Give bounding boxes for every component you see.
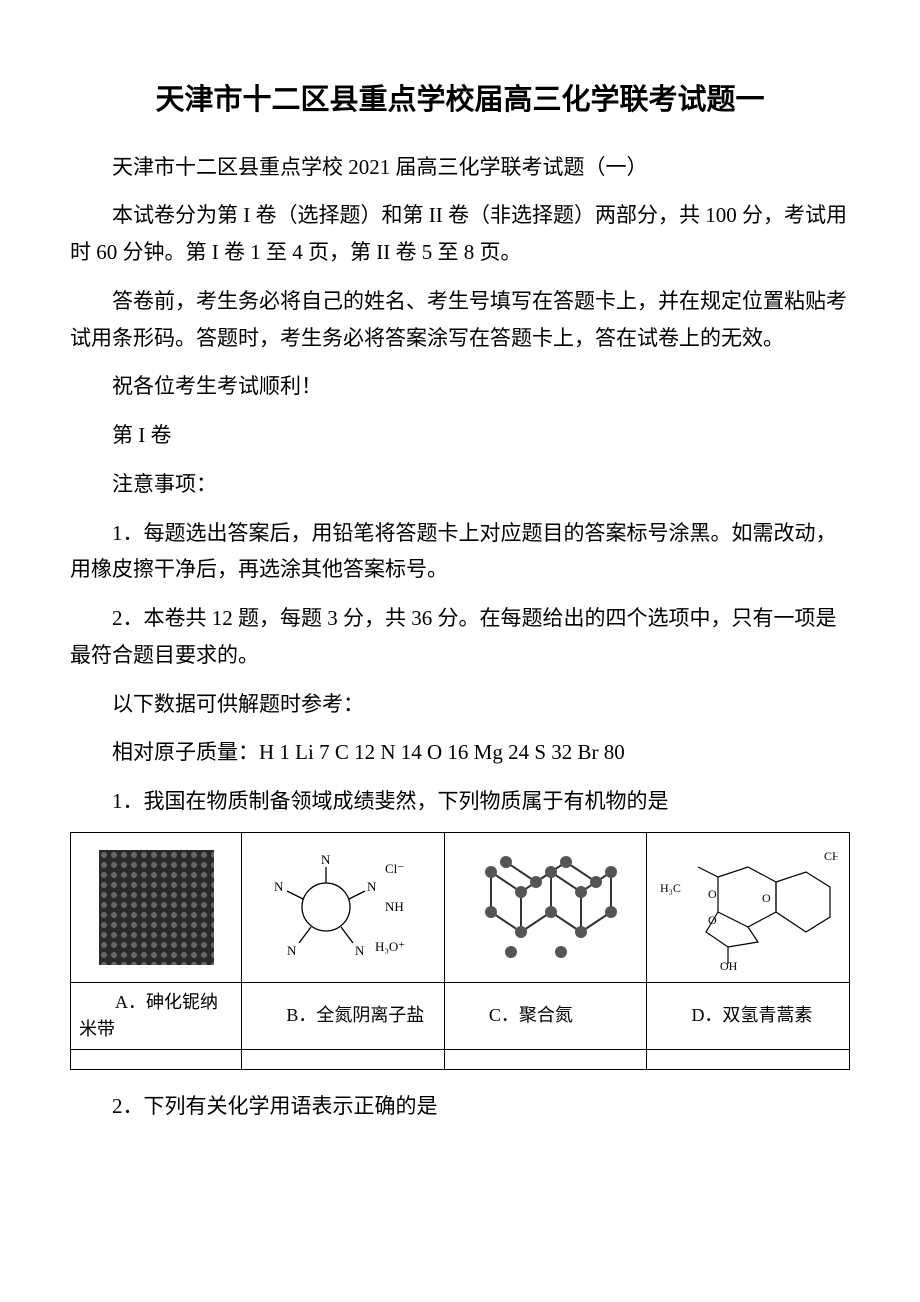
option-d-image: H₃C O O O CH OH: [647, 832, 850, 982]
nitrogen-salt-diagram: N N N N N Cl⁻ NH H₃O⁺: [263, 847, 423, 967]
intro-3: 答卷前，考生务必将自己的姓名、考生号填写在答题卡上，并在规定位置粘贴考试用条形码…: [70, 283, 850, 357]
svg-text:N: N: [367, 879, 377, 894]
option-a-label: A．砷化铌纳米带: [71, 982, 242, 1049]
question-2: 2．下列有关化学用语表示正确的是: [70, 1088, 850, 1125]
artemisinin-diagram: H₃C O O O CH OH: [658, 842, 838, 972]
svg-text:N: N: [274, 879, 284, 894]
nanobelt-icon: [99, 850, 214, 965]
svg-text:O: O: [708, 913, 717, 927]
option-c-image: [444, 832, 647, 982]
section-1-heading: 第 I 卷: [70, 417, 850, 454]
svg-text:O: O: [762, 891, 771, 905]
option-b-label: B．全氮阴离子盐: [242, 982, 445, 1049]
notice-heading: 注意事项：: [70, 466, 850, 503]
svg-text:H₃C: H₃C: [660, 881, 681, 895]
svg-text:N: N: [321, 852, 331, 867]
option-b-image: N N N N N Cl⁻ NH H₃O⁺: [242, 832, 445, 982]
svg-text:CH: CH: [824, 849, 838, 863]
svg-text:N: N: [287, 943, 297, 958]
polymer-nitrogen-diagram: [461, 842, 631, 972]
svg-text:OH: OH: [720, 959, 738, 972]
svg-text:NH: NH: [385, 899, 404, 914]
atomic-mass: 相对原子质量：H 1 Li 7 C 12 N 14 O 16 Mg 24 S 3…: [70, 734, 850, 771]
svg-text:N: N: [355, 943, 365, 958]
option-c-label: C．聚合氮: [444, 982, 647, 1049]
notice-1: 1．每题选出答案后，用铅笔将答题卡上对应题目的答案标号涂黑。如需改动，用橡皮擦干…: [70, 515, 850, 589]
svg-text:Cl⁻: Cl⁻: [385, 861, 404, 876]
table-row: N N N N N Cl⁻ NH H₃O⁺: [71, 832, 850, 982]
question-1: 1．我国在物质制备领域成绩斐然，下列物质属于有机物的是: [70, 783, 850, 820]
data-heading: 以下数据可供解题时参考：: [70, 686, 850, 723]
svg-text:H₃O⁺: H₃O⁺: [375, 939, 405, 954]
option-d-label: D．双氢青蒿素: [647, 982, 850, 1049]
intro-1: 天津市十二区县重点学校 2021 届高三化学联考试题（一）: [70, 149, 850, 186]
option-a-image: [71, 832, 242, 982]
svg-text:O: O: [708, 887, 717, 901]
table-row: [71, 1049, 850, 1069]
intro-2: 本试卷分为第 I 卷（选择题）和第 II 卷（非选择题）两部分，共 100 分，…: [70, 197, 850, 271]
notice-2: 2．本卷共 12 题，每题 3 分，共 36 分。在每题给出的四个选项中，只有一…: [70, 600, 850, 674]
intro-4: 祝各位考生考试顺利！: [70, 368, 850, 405]
page-title: 天津市十二区县重点学校届高三化学联考试题一: [70, 80, 850, 121]
table-row: A．砷化铌纳米带 B．全氮阴离子盐 C．聚合氮 D．双氢青蒿素: [71, 982, 850, 1049]
options-table: N N N N N Cl⁻ NH H₃O⁺: [70, 832, 850, 1070]
